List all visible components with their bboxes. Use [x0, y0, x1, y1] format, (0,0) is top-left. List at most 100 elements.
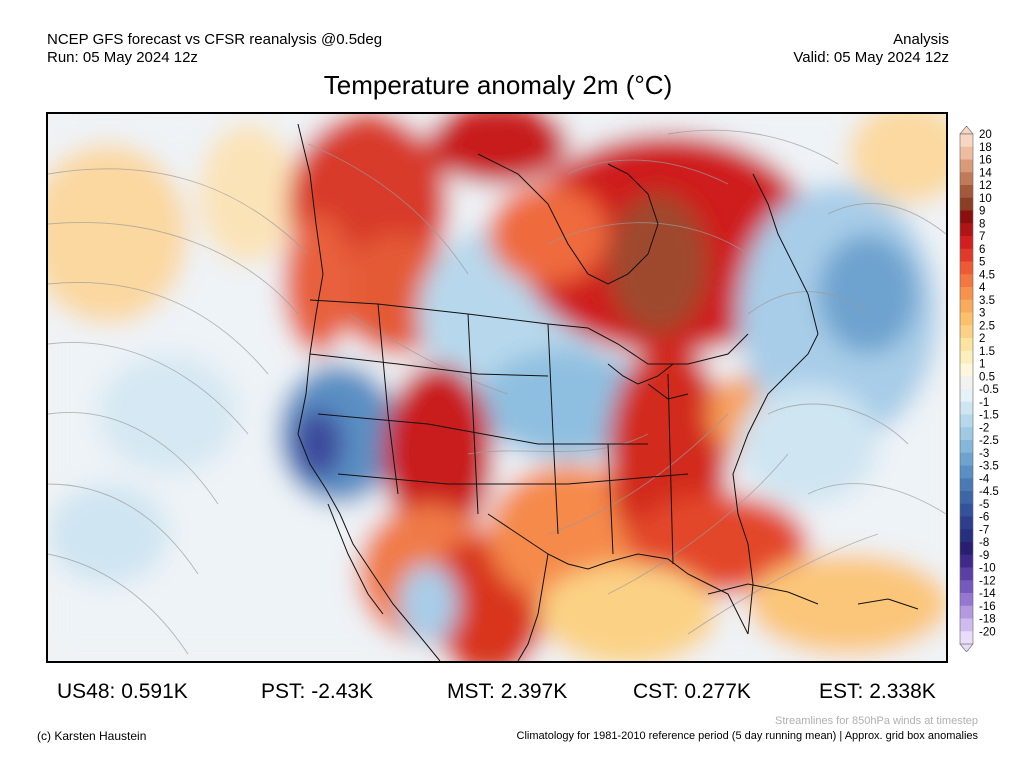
- colorbar-tick-label: 12: [979, 180, 992, 192]
- stat-mst-value: 2.397K: [500, 680, 568, 703]
- colorbar-swatch: [960, 618, 973, 632]
- type-line: Analysis: [893, 31, 949, 48]
- colorbar-tick-label: -2: [979, 422, 989, 434]
- colorbar-tick-label: 10: [979, 193, 992, 205]
- colorbar-swatch: [960, 223, 973, 237]
- colorbar-swatch: [960, 261, 973, 275]
- colorbar-tick-label: -0.5: [979, 384, 999, 396]
- colorbar-border: [959, 133, 974, 645]
- colorbar-tick-label: 14: [979, 167, 992, 179]
- stat-mst-label: MST:: [447, 680, 495, 703]
- colorbar-tick-label: -10: [979, 563, 996, 575]
- credit: (c) Karsten Haustein: [37, 729, 147, 743]
- colorbar-swatch: [960, 478, 973, 492]
- colorbar-legend: 20 18 16 14 12 10 9 8 7 6 5 4.5 4 3.5 3 2.5 2 1.5 1 0.5 -0.5…: [958, 125, 1024, 657]
- colorbar-swatch: [960, 631, 973, 645]
- colorbar-tick-label: -9: [979, 550, 989, 562]
- colorbar-tick-label: -7: [979, 524, 989, 536]
- colorbar-tick-label: 2: [979, 333, 985, 345]
- colorbar-tick-label: -6: [979, 512, 989, 524]
- colorbar-tick-label: -4: [979, 473, 990, 485]
- stat-us48: US48: 0.591K: [57, 680, 188, 704]
- streamlines-note: Streamlines for 850hPa winds at timestep: [775, 715, 978, 727]
- streamlines: [48, 129, 946, 655]
- colorbar-tick-label: 3.5: [979, 295, 995, 307]
- colorbar-swatch: [960, 236, 973, 250]
- stat-pst-value: -2.43K: [311, 680, 374, 703]
- colorbar-swatch: [960, 567, 973, 581]
- colorbar-tick-label: -3.5: [979, 461, 999, 473]
- colorbar-swatch: [960, 580, 973, 594]
- colorbar-swatch: [960, 491, 973, 505]
- colorbar-tick-label: -20: [979, 626, 996, 638]
- colorbar-swatch: [960, 529, 973, 543]
- colorbar-tick-label: 9: [979, 206, 985, 218]
- colorbar-swatch: [960, 605, 973, 619]
- stat-us48-value: 0.591K: [121, 680, 188, 703]
- colorbar-tick-label: -8: [979, 537, 989, 549]
- colorbar-swatch: [960, 159, 973, 173]
- stat-est: EST: 2.338K: [819, 680, 936, 704]
- colorbar-tick-label: 1: [979, 359, 985, 371]
- colorbar-tick-label: 5: [979, 257, 985, 269]
- colorbar-swatch: [960, 287, 973, 301]
- colorbar-swatch: [960, 312, 973, 326]
- stat-pst-label: PST:: [261, 680, 306, 703]
- colorbar-swatch: [960, 516, 973, 530]
- climatology-note: Climatology for 1981-2010 reference peri…: [516, 730, 978, 742]
- colorbar-swatch: [960, 389, 973, 403]
- colorbar-swatch: [960, 146, 973, 160]
- colorbar-swatch: [960, 274, 973, 288]
- colorbar-tick-label: -16: [979, 601, 996, 613]
- colorbar-swatch: [960, 197, 973, 211]
- colorbar-swatch: [960, 325, 973, 339]
- run-line: Run: 05 May 2024 12z: [47, 49, 198, 66]
- colorbar-swatch: [960, 440, 973, 454]
- colorbar-tick-label: -14: [979, 588, 996, 600]
- colorbar-swatch: [960, 185, 973, 199]
- colorbar-swatch: [960, 299, 973, 313]
- colorbar-swatch: [960, 376, 973, 390]
- colorbar-swatch: [960, 465, 973, 479]
- stat-us48-label: US48:: [57, 680, 116, 703]
- colorbar-tick-label: -12: [979, 575, 996, 587]
- colorbar-svg: 201816141210987654.543.532.521.510.5-0.5…: [959, 125, 999, 653]
- stat-cst-value: 0.277K: [684, 680, 751, 703]
- source-line: NCEP GFS forecast vs CFSR reanalysis @0.…: [47, 31, 383, 48]
- colorbar-tick-label: 16: [979, 155, 992, 167]
- colorbar-tick-label: -3: [979, 448, 989, 460]
- colorbar-tick-label: -2.5: [979, 435, 999, 447]
- valid-line: Valid: 05 May 2024 12z: [793, 49, 949, 66]
- colorbar-tick-label: 6: [979, 244, 985, 256]
- colorbar-tick-label: 0.5: [979, 371, 995, 383]
- colorbar-swatch: [960, 401, 973, 415]
- colorbar-tick-label: -1.5: [979, 410, 999, 422]
- stat-cst: CST: 0.277K: [633, 680, 751, 704]
- colorbar-tick-label: -18: [979, 614, 996, 626]
- colorbar-tick-label: -4.5: [979, 486, 999, 498]
- colorbar-swatch: [960, 248, 973, 262]
- colorbar-swatch: [960, 414, 973, 428]
- map-canvas: [48, 114, 946, 661]
- colorbar-swatch: [960, 363, 973, 377]
- colorbar-swatch: [960, 503, 973, 517]
- colorbar-tick-label: 1.5: [979, 346, 995, 358]
- colorbar-tick-label: -5: [979, 499, 989, 511]
- anomaly-field: [48, 114, 946, 661]
- stat-est-value: 2.338K: [869, 680, 936, 703]
- coastlines-and-borders: [297, 123, 919, 661]
- colorbar-swatch: [960, 350, 973, 364]
- colorbar-tick-label: 2.5: [979, 320, 995, 332]
- colorbar-swatch: [960, 593, 973, 607]
- colorbar-tick-label: 4.5: [979, 269, 995, 281]
- colorbar-tick-label: 4: [979, 282, 986, 294]
- colorbar-min-arrow: [959, 643, 974, 653]
- colorbar-tick-label: 7: [979, 231, 985, 243]
- stat-pst: PST: -2.43K: [261, 680, 373, 704]
- colorbar-swatch: [960, 338, 973, 352]
- colorbar-swatch: [960, 210, 973, 224]
- colorbar-swatch: [960, 427, 973, 441]
- colorbar-tick-label: 20: [979, 129, 992, 141]
- stat-mst: MST: 2.397K: [447, 680, 567, 704]
- map-title: Temperature anomaly 2m (°C): [323, 70, 673, 100]
